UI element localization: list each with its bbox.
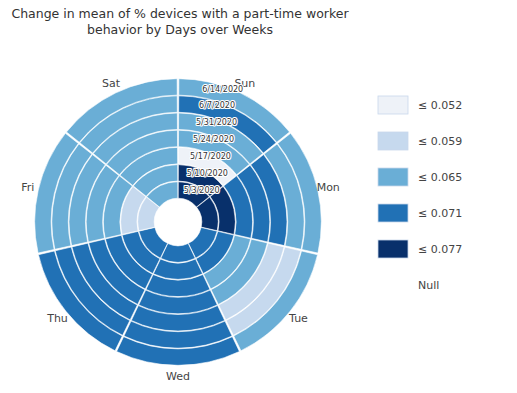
legend-label: ≤ 0.071 xyxy=(418,207,462,220)
day-label: Sat xyxy=(102,77,121,90)
chart: Change in mean of % devices with a part-… xyxy=(0,0,517,393)
cell xyxy=(234,251,318,351)
day-label: Mon xyxy=(317,181,340,194)
cell xyxy=(38,251,122,351)
day-label: Tue xyxy=(288,312,308,325)
legend-swatch xyxy=(378,168,408,186)
legend-label: ≤ 0.065 xyxy=(418,171,462,184)
cell xyxy=(66,79,177,143)
legend-label: ≤ 0.052 xyxy=(418,99,462,112)
legend-swatch xyxy=(378,240,408,258)
cell xyxy=(117,337,240,366)
cell xyxy=(178,147,236,185)
legend-swatch xyxy=(378,204,408,222)
cell xyxy=(278,133,322,253)
legend: ≤ 0.052 ≤ 0.059 ≤ 0.065 ≤ 0.071 ≤ 0.077 Null xyxy=(378,96,462,292)
legend-swatch xyxy=(378,96,408,114)
cell xyxy=(179,79,290,143)
cells xyxy=(35,79,322,366)
week-label: 5/24/2020 xyxy=(193,135,234,144)
legend-label: ≤ 0.059 xyxy=(418,135,462,148)
cell xyxy=(35,133,79,253)
cell xyxy=(146,275,210,297)
day-label: Thu xyxy=(46,312,68,325)
day-label: Wed xyxy=(166,370,190,383)
week-label: 5/3/2020 xyxy=(184,186,220,195)
title-line: behavior by Days over Weeks xyxy=(87,22,273,37)
week-label: 5/10/2020 xyxy=(187,169,228,178)
legend-label: Null xyxy=(418,279,439,292)
cell xyxy=(153,259,202,279)
week-label: 5/17/2020 xyxy=(190,152,231,161)
legend-label: ≤ 0.077 xyxy=(418,243,462,256)
day-label: Fri xyxy=(21,181,34,194)
week-label: 5/31/2020 xyxy=(196,118,237,127)
legend-swatch xyxy=(378,132,408,150)
week-label: 6/14/2020 xyxy=(202,85,243,94)
title: Change in mean of % devices with a part-… xyxy=(11,6,349,37)
title-line: Change in mean of % devices with a part-… xyxy=(11,6,349,21)
week-label: 6/7/2020 xyxy=(199,101,235,110)
